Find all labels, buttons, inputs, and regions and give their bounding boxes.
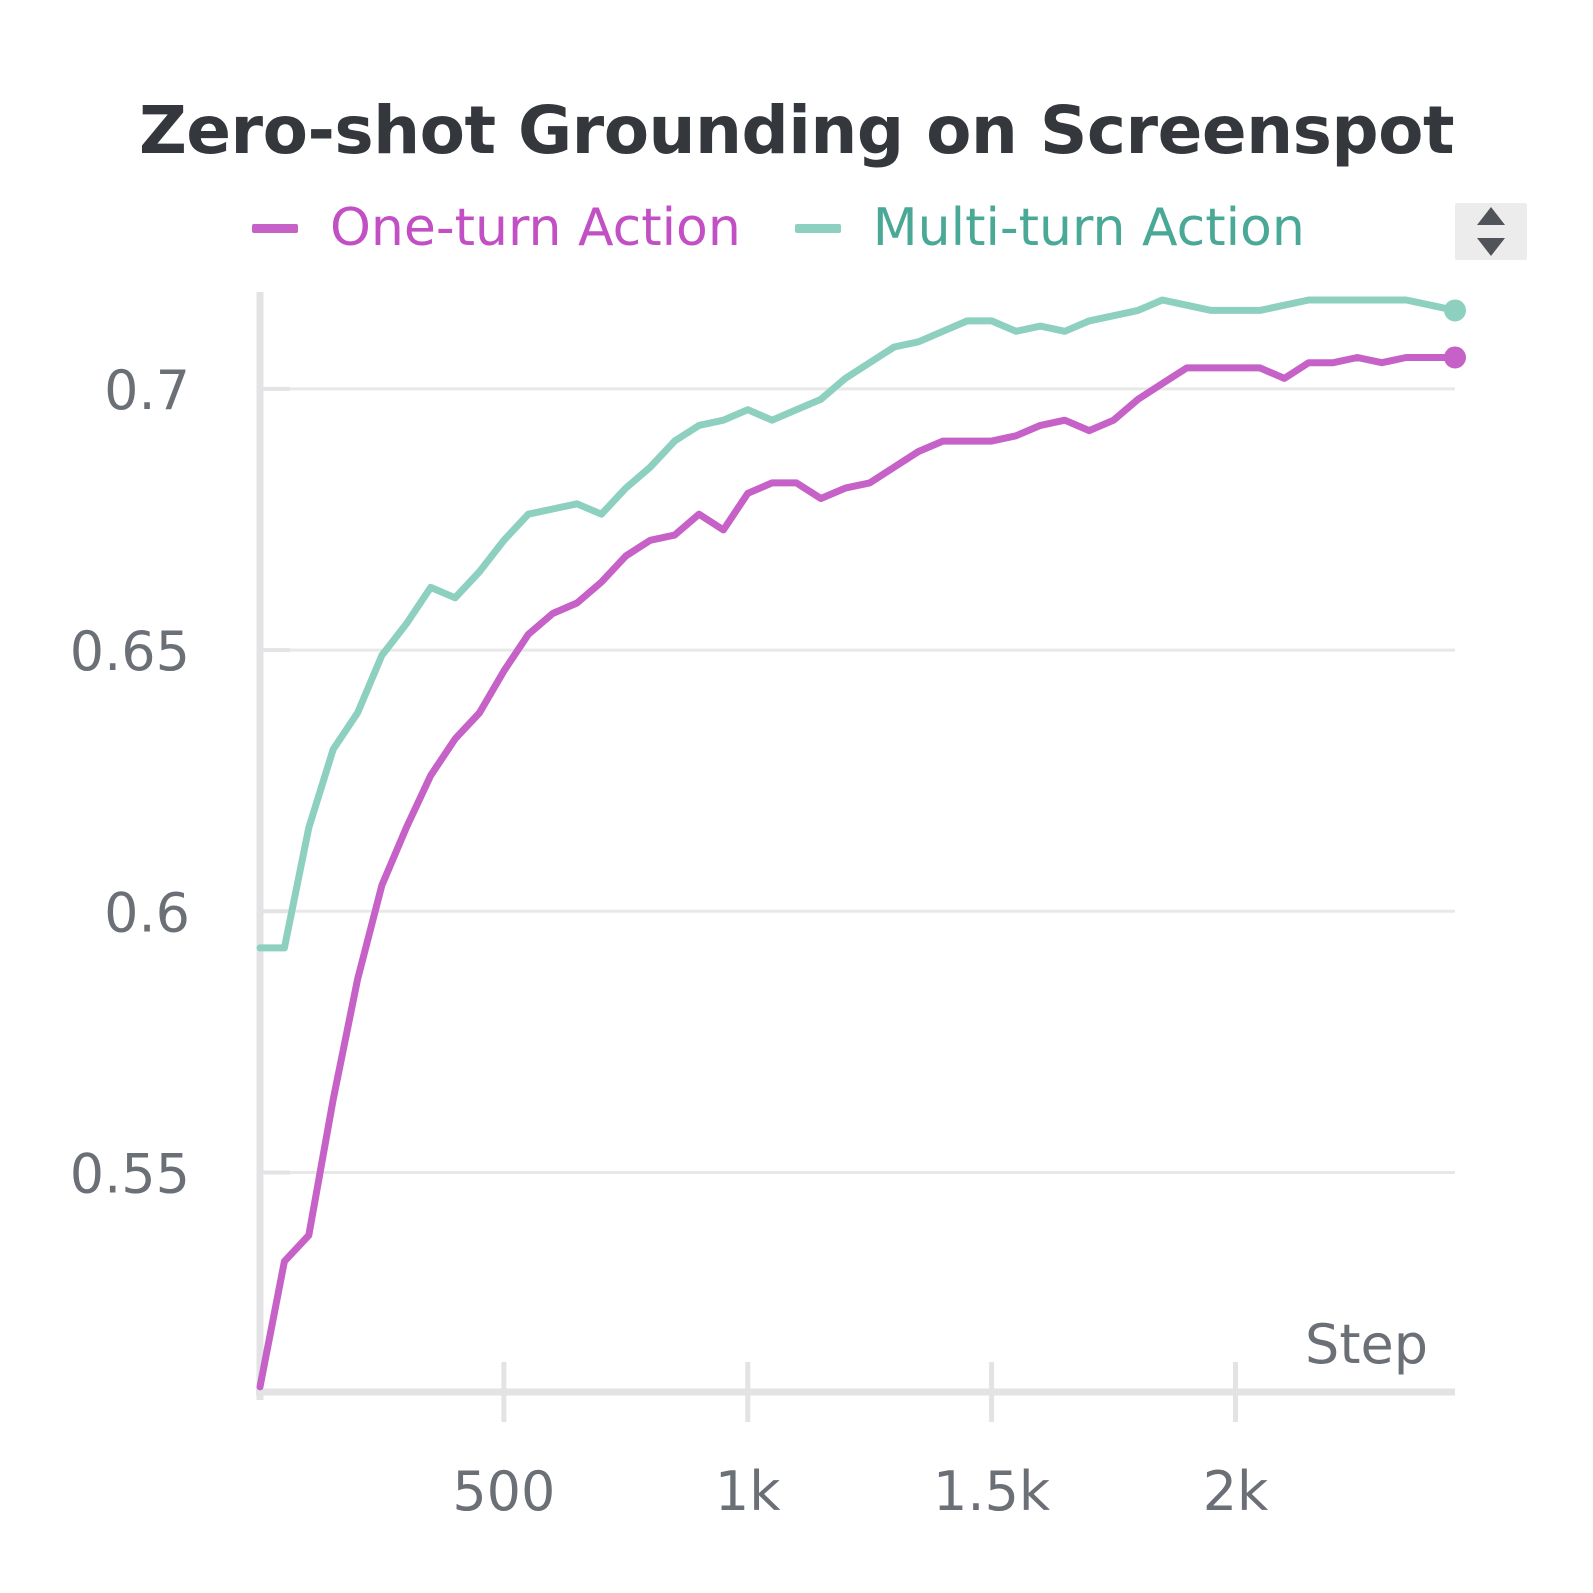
x-tick-label: 500 <box>452 1460 555 1523</box>
x-tick-label: 2k <box>1203 1460 1269 1523</box>
series-line-multi-turn-action <box>256 296 1459 952</box>
x-tick-label: 1k <box>715 1460 781 1523</box>
x-tick-label: 1.5k <box>933 1460 1051 1523</box>
legend-item-multi-turn-action[interactable]: Multi-turn Action <box>794 198 1305 258</box>
series-line-one-turn-action <box>256 354 1459 1391</box>
legend-label-multi-turn-action: Multi-turn Action <box>872 198 1305 258</box>
y-tick-label: 0.65 <box>70 620 190 683</box>
sort-up-down-icon <box>1477 207 1505 256</box>
series-end-point-multi-turn-action <box>1444 299 1466 322</box>
x-axis-label: Step <box>1305 1313 1428 1376</box>
legend-swatch-one-turn-action <box>252 223 298 233</box>
legend-swatch-multi-turn-action <box>794 223 841 233</box>
legend-label-one-turn-action: One-turn Action <box>330 198 741 258</box>
y-tick-label: 0.7 <box>104 359 190 422</box>
legend: One-turn Action Multi-turn Action <box>252 198 1359 258</box>
y-tick-label: 0.6 <box>104 881 190 944</box>
sort-toggle-button[interactable] <box>1455 203 1527 260</box>
y-tick-label: 0.55 <box>70 1143 190 1206</box>
chart-title: Zero-shot Grounding on Screenspot <box>138 92 1455 169</box>
series-end-point-one-turn-action <box>1444 346 1466 369</box>
legend-item-one-turn-action[interactable]: One-turn Action <box>252 198 741 258</box>
